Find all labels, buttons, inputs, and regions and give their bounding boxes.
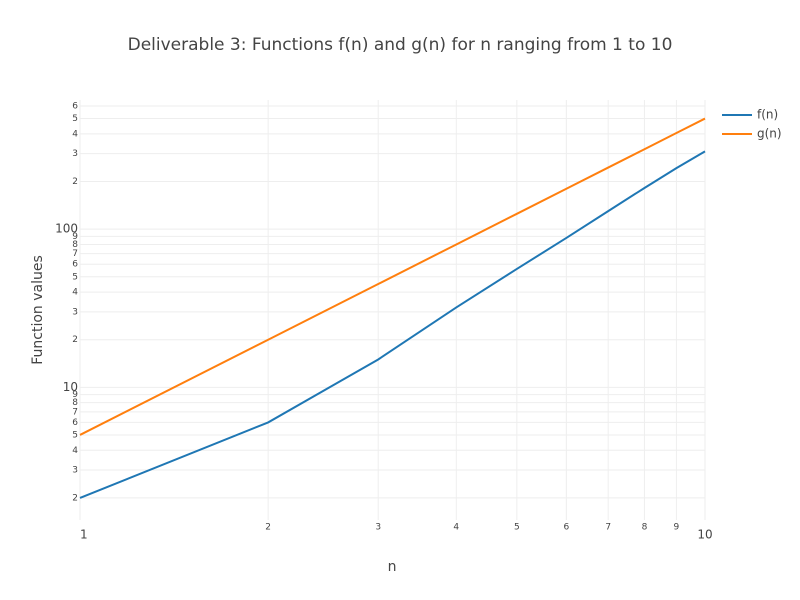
x-tick-label: 3 [375, 523, 381, 533]
y-tick-label: 5 [72, 114, 78, 124]
x-tick-label: 2 [265, 523, 271, 533]
y-tick-label: 100 [55, 222, 78, 236]
series-line [79, 150, 706, 499]
y-tick-label: 4 [72, 446, 78, 456]
y-tick-label: 3 [72, 149, 78, 159]
y-tick-label: 3 [72, 307, 78, 317]
x-tick-label: 10 [697, 528, 712, 542]
chart-title: Deliverable 3: Functions f(n) and g(n) f… [128, 35, 673, 55]
y-tick-label: 6 [72, 418, 78, 428]
y-tick-label: 7 [72, 407, 78, 417]
y-tick-label: 2 [72, 177, 78, 187]
y-tick-label: 8 [72, 398, 78, 408]
y-tick-label: 2 [72, 493, 78, 503]
y-tick-label: 10 [63, 380, 78, 394]
x-tick-label: 4 [453, 523, 459, 533]
x-tick-label: 5 [514, 523, 520, 533]
y-tick-label: 4 [72, 288, 78, 298]
x-tick-label: 1 [80, 528, 88, 542]
series-line [79, 117, 706, 436]
legend-label: f(n) [757, 108, 778, 122]
legend-label: g(n) [757, 127, 782, 141]
x-tick-label: 9 [674, 523, 680, 533]
y-tick-label: 6 [72, 260, 78, 270]
x-tick-label: 6 [563, 523, 569, 533]
x-tick-label: 7 [605, 523, 611, 533]
y-tick-label: 2 [72, 335, 78, 345]
grid [79, 100, 706, 520]
x-tick-label: 8 [642, 523, 648, 533]
x-axis-label: n [388, 559, 397, 575]
y-tick-label: 6 [72, 102, 78, 112]
y-tick-label: 5 [72, 272, 78, 282]
y-tick-label: 5 [72, 430, 78, 440]
y-tick-label: 9 [72, 390, 78, 400]
y-tick-label: 3 [72, 466, 78, 476]
y-tick-label: 7 [72, 249, 78, 259]
y-axis-label: Function values [30, 255, 46, 365]
y-tick-label: 8 [72, 240, 78, 250]
y-tick-label: 9 [72, 232, 78, 242]
y-tick-label: 4 [72, 129, 78, 139]
